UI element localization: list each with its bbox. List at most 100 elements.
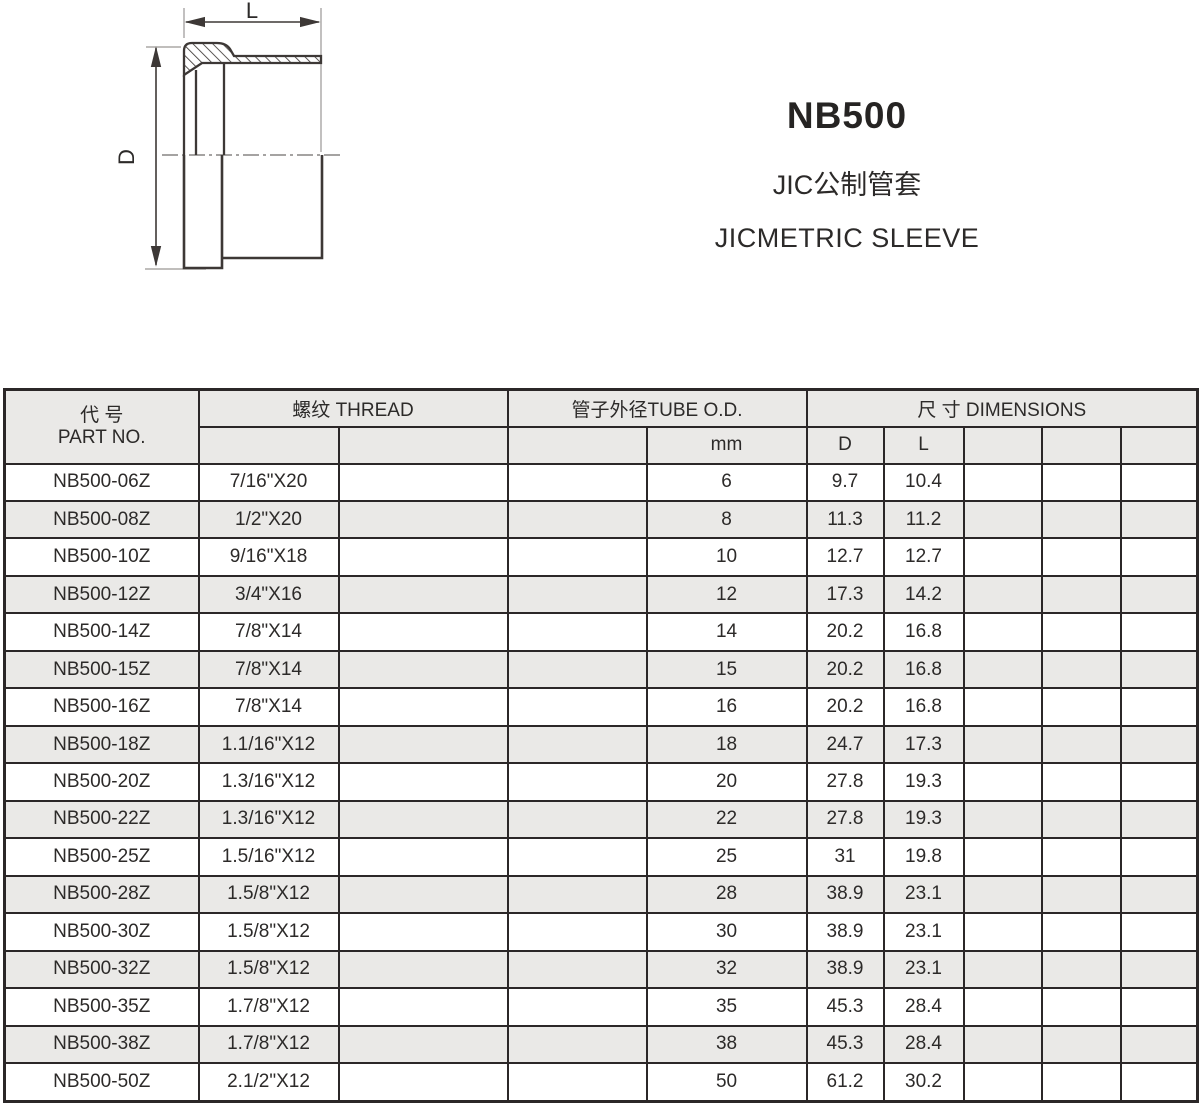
dims-extra-cell-1 bbox=[962, 687, 1043, 727]
dims-extra-cell-1 bbox=[962, 1024, 1043, 1065]
dim-l-cell: 28.4 bbox=[882, 987, 965, 1027]
part-no-cell: NB500-14Z bbox=[3, 612, 200, 652]
part-no-cell: NB500-28Z bbox=[3, 874, 200, 915]
tube-od-extra-cell bbox=[506, 987, 648, 1027]
dim-d-cell: 9.7 bbox=[805, 462, 885, 502]
dim-d-cell: 20.2 bbox=[805, 687, 885, 727]
technical-drawing: L D bbox=[114, 0, 340, 270]
part-no-cell: NB500-15Z bbox=[3, 649, 200, 690]
thread-cell: 7/16"X20 bbox=[197, 462, 340, 502]
dims-extra-cell-1 bbox=[962, 1062, 1043, 1103]
tube-od-extra-cell bbox=[506, 799, 648, 840]
dims-extra-cell-3 bbox=[1119, 499, 1199, 540]
tube-od-mm-cell: 22 bbox=[645, 799, 808, 840]
dim-l-cell: 11.2 bbox=[882, 499, 965, 540]
dims-extra-cell-3 bbox=[1119, 874, 1199, 915]
tube-od-mm-cell: 30 bbox=[645, 912, 808, 952]
dim-l-cell: 19.8 bbox=[882, 837, 965, 877]
part-no-cell: NB500-25Z bbox=[3, 837, 200, 877]
part-no-cell: NB500-50Z bbox=[3, 1062, 200, 1103]
dims-extra-cell-3 bbox=[1119, 762, 1199, 802]
tube-od-extra-cell bbox=[506, 649, 648, 690]
header-dimensions: 尺 寸 DIMENSIONS bbox=[805, 388, 1199, 428]
dims-extra-cell-3 bbox=[1119, 724, 1199, 765]
tube-od-mm-cell: 8 bbox=[645, 499, 808, 540]
thread-extra-cell bbox=[337, 799, 509, 840]
tube-od-mm-cell: 35 bbox=[645, 987, 808, 1027]
tube-od-extra-cell bbox=[506, 612, 648, 652]
dims-extra-cell-1 bbox=[962, 874, 1043, 915]
dim-l-cell: 14.2 bbox=[882, 574, 965, 615]
subtitle-chinese: JIC公制管套 bbox=[772, 170, 922, 200]
thread-extra-cell bbox=[337, 724, 509, 765]
dim-l-cell: 28.4 bbox=[882, 1024, 965, 1065]
dim-d-cell: 38.9 bbox=[805, 874, 885, 915]
dim-l-cell: 23.1 bbox=[882, 874, 965, 915]
thread-extra-cell bbox=[337, 837, 509, 877]
spec-table: 代 号 PART NO. 螺纹 THREAD 管子外径TUBE O.D. 尺 寸… bbox=[3, 388, 1200, 1103]
extension-lines bbox=[145, 8, 322, 270]
sleeve-section-hatched bbox=[182, 41, 323, 78]
title-block: NB500 JIC公制管套 JICMETRIC SLEEVE bbox=[667, 97, 1027, 252]
table-row: NB500-16Z 7/8"X14 16 20.2 16.8 bbox=[3, 687, 1199, 727]
dims-extra-cell-2 bbox=[1040, 687, 1122, 727]
thread-extra-cell bbox=[337, 912, 509, 952]
dims-extra-cell-2 bbox=[1040, 574, 1122, 615]
subheader-dim-l: L bbox=[882, 425, 965, 465]
dims-extra-cell-3 bbox=[1119, 949, 1199, 990]
dims-extra-cell-3 bbox=[1119, 612, 1199, 652]
thread-extra-cell bbox=[337, 762, 509, 802]
tube-od-mm-cell: 16 bbox=[645, 687, 808, 727]
tube-od-mm-cell: 38 bbox=[645, 1024, 808, 1065]
part-no-cell: NB500-16Z bbox=[3, 687, 200, 727]
thread-extra-cell bbox=[337, 574, 509, 615]
spec-table-body: NB500-06Z 7/16"X20 6 9.7 10.4 NB500-08Z 1/2"X2… bbox=[3, 462, 1199, 1103]
dims-extra-cell-1 bbox=[962, 537, 1043, 577]
dims-extra-cell-1 bbox=[962, 649, 1043, 690]
table-row: NB500-50Z 2.1/2"X12 50 61.2 30.2 bbox=[3, 1062, 1199, 1103]
dims-extra-cell-3 bbox=[1119, 912, 1199, 952]
header-part-no: 代 号 PART NO. bbox=[3, 388, 200, 465]
table-row: NB500-06Z 7/16"X20 6 9.7 10.4 bbox=[3, 462, 1199, 502]
tube-od-extra-cell bbox=[506, 537, 648, 577]
dims-extra-cell-1 bbox=[962, 612, 1043, 652]
dims-extra-cell-2 bbox=[1040, 724, 1122, 765]
part-no-cell: NB500-38Z bbox=[3, 1024, 200, 1065]
dims-extra-cell-1 bbox=[962, 462, 1043, 502]
table-row: NB500-35Z 1.7/8"X12 35 45.3 28.4 bbox=[3, 987, 1199, 1027]
dim-d-cell: 38.9 bbox=[805, 912, 885, 952]
dim-d-cell: 12.7 bbox=[805, 537, 885, 577]
dims-extra-cell-2 bbox=[1040, 1024, 1122, 1065]
tube-od-mm-cell: 14 bbox=[645, 612, 808, 652]
dim-l-cell: 23.1 bbox=[882, 912, 965, 952]
dims-extra-cell-1 bbox=[962, 724, 1043, 765]
tube-od-extra-cell bbox=[506, 724, 648, 765]
dim-d-cell: 17.3 bbox=[805, 574, 885, 615]
dim-d-cell: 45.3 bbox=[805, 1024, 885, 1065]
part-no-cell: NB500-08Z bbox=[3, 499, 200, 540]
tube-od-extra-cell bbox=[506, 912, 648, 952]
page-title: NB500 bbox=[786, 95, 908, 136]
thread-extra-cell bbox=[337, 687, 509, 727]
subheader-thread-2 bbox=[337, 425, 509, 465]
dims-extra-cell-1 bbox=[962, 949, 1043, 990]
dim-l-cell: 19.3 bbox=[882, 762, 965, 802]
thread-extra-cell bbox=[337, 874, 509, 915]
subheader-tube-od-1 bbox=[506, 425, 648, 465]
dim-d-cell: 38.9 bbox=[805, 949, 885, 990]
thread-extra-cell bbox=[337, 649, 509, 690]
header-thread: 螺纹 THREAD bbox=[197, 388, 509, 428]
dim-l-cell: 10.4 bbox=[882, 462, 965, 502]
dims-extra-cell-2 bbox=[1040, 649, 1122, 690]
table-row: NB500-20Z 1.3/16"X12 20 27.8 19.3 bbox=[3, 762, 1199, 802]
thread-extra-cell bbox=[337, 499, 509, 540]
dims-extra-cell-2 bbox=[1040, 1062, 1122, 1103]
table-row: NB500-14Z 7/8"X14 14 20.2 16.8 bbox=[3, 612, 1199, 652]
dim-d-cell: 27.8 bbox=[805, 762, 885, 802]
dims-extra-cell-3 bbox=[1119, 799, 1199, 840]
tube-od-extra-cell bbox=[506, 1062, 648, 1103]
tube-od-mm-cell: 18 bbox=[645, 724, 808, 765]
dims-extra-cell-2 bbox=[1040, 837, 1122, 877]
dimension-D-label: D bbox=[114, 149, 139, 165]
